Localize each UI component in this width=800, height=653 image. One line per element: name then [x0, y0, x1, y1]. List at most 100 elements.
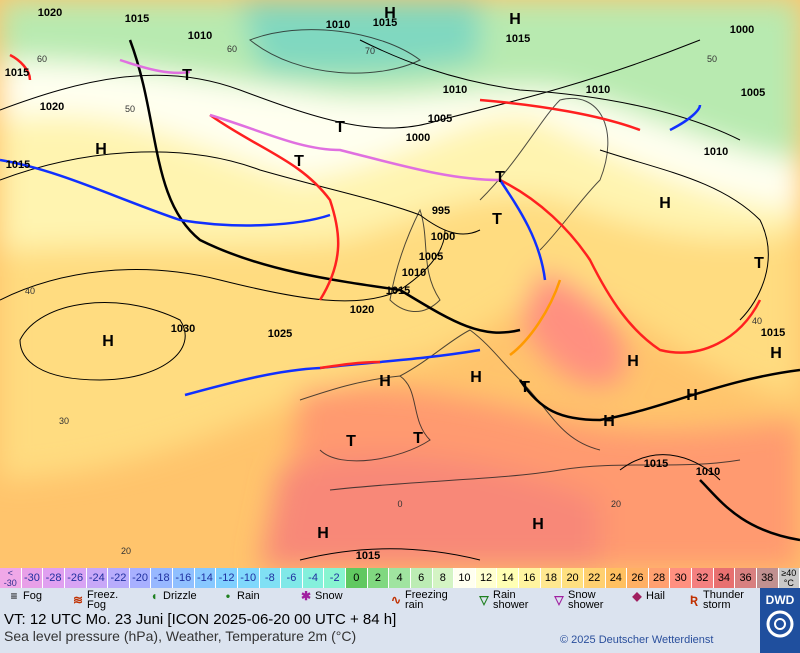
scale-label: 30: [674, 572, 687, 584]
scale-end: < -30: [0, 568, 22, 588]
legend-item: ▽ Snow shower: [553, 589, 614, 611]
low-pressure-label: T: [754, 255, 764, 272]
legend-icon: ∿: [390, 593, 402, 607]
scale-cell: 38: [756, 568, 779, 588]
scale-cell: -24: [86, 568, 109, 588]
isobar-label: 1015: [373, 17, 397, 29]
isobar-label: 1005: [428, 113, 452, 125]
high-pressure-label: H: [102, 333, 114, 350]
scale-cell: 36: [735, 568, 757, 588]
scale-label: 34: [717, 572, 731, 584]
isobar-label: 1000: [730, 24, 754, 36]
legend-label: Rain: [237, 590, 260, 602]
scale-cell: -26: [64, 568, 87, 588]
scale-cell: -14: [194, 568, 217, 588]
scale-cell: 18: [540, 568, 563, 588]
legend-label: Drizzle: [163, 590, 197, 602]
scale-label: 38: [761, 572, 774, 584]
scale-cell: -16: [173, 568, 195, 588]
isobar-label: 1020: [40, 101, 64, 113]
scale-cell: 6: [410, 568, 433, 588]
scale-label: 4: [396, 572, 403, 584]
coastlines: [249, 29, 741, 491]
isobar-label: 1010: [402, 267, 426, 279]
isobar-label: 1000: [406, 132, 430, 144]
scale-label: 6: [418, 572, 425, 584]
grid-label: 40: [752, 316, 762, 326]
legend-icon: ≡: [10, 589, 18, 603]
scale-label: -18: [153, 572, 170, 584]
grid-label: 70: [365, 46, 375, 56]
scale-label: 16: [523, 572, 536, 584]
legend-label: Snow shower: [568, 589, 604, 611]
scale-label: -6: [286, 572, 297, 584]
isobar-label: 1015: [761, 327, 785, 339]
scale-end-label: <: [7, 568, 13, 578]
isobar-label: 1030: [171, 323, 195, 335]
low-pressure-label: T: [495, 169, 505, 186]
logo-text: DWD: [765, 593, 795, 607]
low-pressure-label: T: [335, 119, 345, 136]
product-title: Sea level pressure (hPa), Weather, Tempe…: [4, 628, 357, 644]
legend-item: Ʀ Thunder storm: [688, 590, 749, 611]
low-pressure-label: T: [346, 433, 356, 450]
scale-label: 28: [652, 572, 666, 584]
scale-cell: 16: [519, 568, 541, 588]
scale-cell: 32: [692, 568, 714, 588]
isobar-label: 1010: [443, 84, 467, 96]
scale-label: 8: [439, 572, 446, 584]
scale-label: -22: [110, 572, 127, 584]
isobar-label: 1015: [6, 159, 30, 171]
grid-label: 0: [397, 499, 402, 509]
grid-label: 20: [121, 546, 131, 556]
logo: DWD: [760, 588, 800, 653]
scale-cell: 2: [367, 568, 390, 588]
scale-label: -8: [264, 572, 275, 584]
legend-label: Snow: [315, 590, 343, 602]
grid-label: 30: [59, 416, 69, 426]
grid-label: 50: [125, 104, 135, 114]
legend-label: Hail: [646, 590, 665, 602]
isobar-label: 1005: [741, 87, 765, 99]
fronts: [0, 53, 762, 397]
legend-icon: ✱: [300, 589, 312, 603]
scale-cell: -30: [21, 568, 44, 588]
logo-icon: [766, 610, 794, 638]
legend-item: ✱ Snow: [300, 590, 361, 602]
legend-item: • Rain: [222, 590, 283, 602]
high-pressure-label: H: [384, 5, 396, 22]
scale-cell: 26: [627, 568, 649, 588]
scale-label: 26: [631, 572, 644, 584]
main-isobars: [128, 39, 800, 542]
isobar-label: 1020: [350, 304, 374, 316]
legend-icon: ▽: [554, 593, 564, 607]
high-pressure-label: H: [509, 11, 521, 28]
scale-label: -26: [67, 572, 84, 584]
grid-label: 50: [707, 54, 717, 64]
scale-end: ≥40 °C: [778, 568, 800, 588]
scale-cell: 34: [713, 568, 736, 588]
scale-label: -24: [88, 572, 105, 584]
grid-label: 20: [611, 499, 621, 509]
isobar-label: 1015: [644, 458, 668, 470]
isobar-label: 1015: [356, 550, 380, 562]
scale-label: 36: [739, 572, 752, 584]
legend-item: ◆ Hail: [631, 590, 692, 602]
scale-cell: 20: [562, 568, 584, 588]
scale-label: -14: [196, 572, 213, 584]
scale-label: -20: [132, 572, 149, 584]
high-pressure-label: H: [603, 413, 615, 430]
legend-icon: ◖: [150, 589, 158, 603]
high-pressure-label: H: [686, 387, 698, 404]
scale-label: 2: [374, 572, 381, 584]
isobar-label: 1015: [386, 285, 410, 297]
isobar-label: 1010: [696, 466, 720, 478]
isobar-label: 1020: [38, 7, 62, 19]
legend-item: ◖ Drizzle: [148, 590, 209, 602]
scale-cell: 8: [432, 568, 455, 588]
legend-item: ≡ Fog: [8, 590, 69, 602]
high-pressure-label: H: [470, 369, 482, 386]
grid-label: 40: [25, 286, 35, 296]
scale-end-label: -30: [3, 578, 17, 588]
